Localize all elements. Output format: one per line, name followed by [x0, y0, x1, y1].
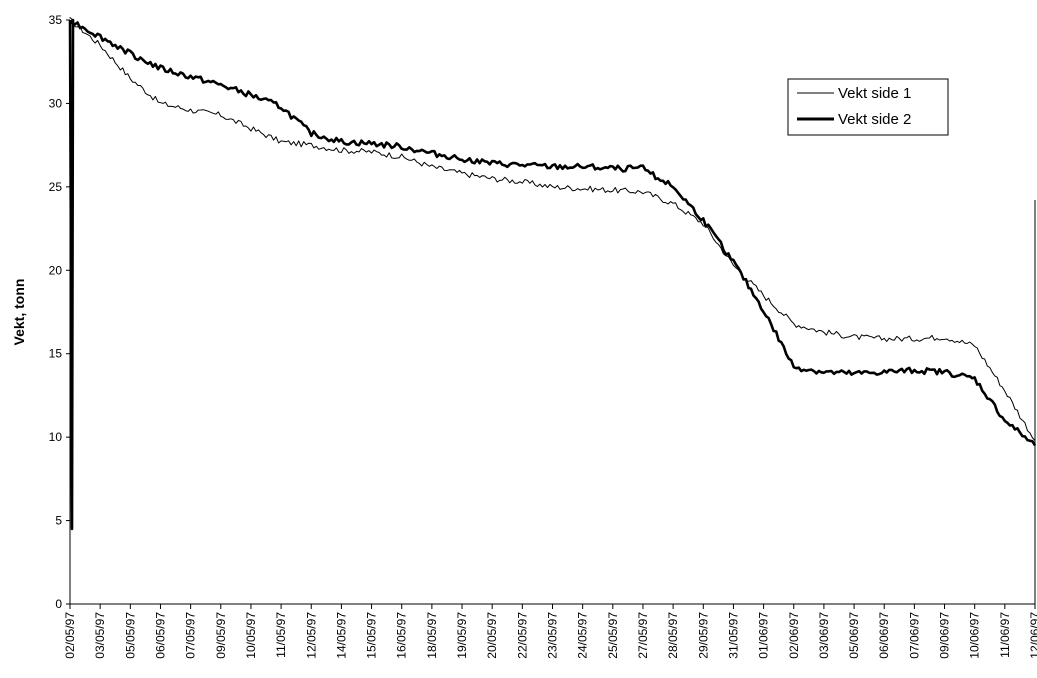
x-tick-label: 11/06/97 — [998, 612, 1012, 658]
series-line-vekt-side-2 — [68, 18, 1037, 531]
legend: Vekt side 1 Vekt side 2 — [787, 78, 949, 136]
x-ticks: 02/05/97 03/05/97 05/05/97 06/05/97 07/05/97… — [63, 604, 1037, 659]
x-tick-label: 05/06/97 — [847, 612, 861, 659]
x-tick-label: 28/05/97 — [666, 612, 680, 659]
x-tick-label: 02/05/97 — [63, 612, 77, 659]
x-tick-label: 23/05/97 — [546, 612, 560, 659]
x-tick-label: 07/06/97 — [907, 612, 921, 659]
x-tick-label: 24/05/97 — [576, 612, 590, 659]
legend-label-vekt-side-1: Vekt side 1 — [838, 85, 911, 102]
legend-label-vekt-side-2: Vekt side 2 — [838, 111, 911, 128]
x-tick-label: 06/06/97 — [877, 612, 891, 659]
legend-box — [787, 78, 949, 136]
x-tick-label: 07/05/97 — [184, 612, 198, 659]
y-tick-label: 10 — [49, 430, 63, 444]
x-tick-label: 31/05/97 — [726, 612, 740, 659]
x-tick-label: 27/05/97 — [636, 612, 650, 659]
x-tick-label: 20/05/97 — [485, 612, 499, 659]
x-tick-label: 19/05/97 — [455, 612, 469, 659]
x-tick-label: 12/06/97 — [1028, 612, 1037, 659]
y-axis-title: Vekt, tonn — [11, 279, 27, 346]
series-line-vekt-side-1 — [69, 17, 1036, 522]
x-tick-label: 03/06/97 — [817, 612, 831, 659]
x-tick-label: 05/05/97 — [123, 612, 137, 659]
x-tick-label: 10/05/97 — [244, 612, 258, 659]
y-tick-label: 25 — [49, 180, 63, 194]
x-tick-label: 15/05/97 — [365, 612, 379, 659]
x-tick-label: 11/05/97 — [274, 612, 288, 658]
y-tick-label: 30 — [49, 96, 63, 110]
series-lines — [68, 17, 1037, 531]
x-tick-label: 18/05/97 — [425, 612, 439, 659]
y-tick-label: 35 — [49, 13, 63, 27]
x-tick-label: 09/05/97 — [214, 612, 228, 659]
x-tick-label: 06/05/97 — [153, 612, 167, 659]
x-tick-label: 12/05/97 — [304, 612, 318, 659]
y-tick-label: 20 — [49, 263, 63, 277]
x-tick-label: 02/06/97 — [787, 612, 801, 659]
x-tick-label: 03/05/97 — [93, 612, 107, 659]
y-tick-label: 15 — [49, 347, 63, 361]
y-tick-label: 5 — [55, 514, 62, 528]
x-tick-label: 25/05/97 — [606, 612, 620, 659]
x-tick-label: 22/05/97 — [515, 612, 529, 659]
x-tick-label: 10/06/97 — [968, 612, 982, 659]
y-tick-label: 0 — [55, 597, 62, 611]
x-tick-label: 09/06/97 — [938, 612, 952, 659]
x-tick-label: 16/05/97 — [395, 612, 409, 659]
y-ticks: 0 5 10 15 20 25 30 35 — [49, 13, 70, 611]
x-tick-label: 14/05/97 — [334, 612, 348, 659]
x-tick-label: 29/05/97 — [696, 612, 710, 659]
x-tick-label: 01/06/97 — [757, 612, 771, 659]
